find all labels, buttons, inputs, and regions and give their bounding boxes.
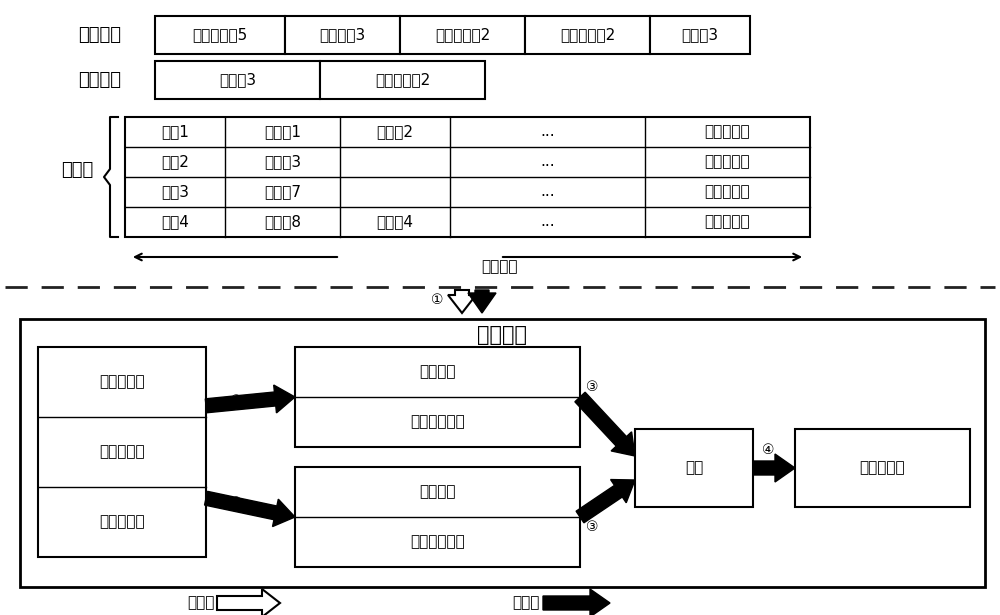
- Bar: [38, 347, 206, 557]
- Text: 入队排序: 入队排序: [419, 365, 456, 379]
- Text: 排序值3: 排序值3: [681, 28, 719, 42]
- Text: ...: ...: [540, 215, 555, 229]
- Text: ...: ...: [540, 184, 555, 199]
- Text: ②: ②: [230, 394, 242, 408]
- Text: 数据流7: 数据流7: [264, 184, 301, 199]
- Text: ③: ③: [586, 380, 598, 394]
- Text: ...: ...: [540, 124, 555, 140]
- Text: 出队缓存表: 出队缓存表: [99, 445, 145, 459]
- Text: 发送队列号: 发送队列号: [705, 215, 750, 229]
- Text: 端口4: 端口4: [161, 215, 189, 229]
- Text: 控制流: 控制流: [513, 595, 540, 611]
- Text: ②: ②: [230, 496, 242, 510]
- Text: ...: ...: [540, 154, 555, 170]
- Text: 数据流编号5: 数据流编号5: [192, 28, 248, 42]
- Text: 数据流8: 数据流8: [264, 215, 301, 229]
- Polygon shape: [753, 454, 795, 482]
- Text: 缓存编号3: 缓存编号3: [319, 28, 366, 42]
- Text: 端口3: 端口3: [161, 184, 189, 199]
- Text: 出队排序列表: 出队排序列表: [410, 534, 465, 549]
- Text: 发送队列号: 发送队列号: [705, 124, 750, 140]
- Text: ③: ③: [586, 520, 598, 534]
- Text: 更新排序表: 更新排序表: [860, 461, 905, 475]
- Polygon shape: [205, 491, 295, 526]
- Text: 发送队列号: 发送队列号: [705, 184, 750, 199]
- Polygon shape: [448, 290, 476, 313]
- Bar: [795, 429, 970, 507]
- Text: 数据流4: 数据流4: [376, 215, 414, 229]
- Bar: [400, 16, 525, 54]
- Polygon shape: [543, 589, 610, 615]
- Text: 获取排序表: 获取排序表: [99, 375, 145, 389]
- Text: ①: ①: [431, 293, 443, 307]
- Bar: [285, 16, 400, 54]
- Bar: [525, 16, 650, 54]
- Polygon shape: [468, 290, 496, 313]
- Polygon shape: [205, 385, 295, 413]
- Text: 发送队列号2: 发送队列号2: [375, 73, 430, 87]
- Text: 发送队列号: 发送队列号: [705, 154, 750, 170]
- Text: 数据流1: 数据流1: [264, 124, 301, 140]
- Polygon shape: [217, 589, 280, 615]
- Text: ④: ④: [762, 443, 774, 457]
- Bar: [320, 61, 485, 99]
- Bar: [125, 117, 810, 237]
- Text: 出队排序: 出队排序: [419, 485, 456, 499]
- Text: 流排序表: 流排序表: [482, 260, 518, 274]
- Bar: [635, 429, 753, 507]
- Text: 输出端口号2: 输出端口号2: [435, 28, 490, 42]
- Text: 输出信息: 输出信息: [78, 71, 122, 89]
- Text: 输入信息: 输入信息: [78, 26, 122, 44]
- Text: 调度模块: 调度模块: [478, 325, 528, 345]
- Text: 入队排序列表: 入队排序列表: [410, 415, 465, 429]
- Text: 仲裁: 仲裁: [685, 461, 703, 475]
- Bar: [295, 347, 580, 447]
- Polygon shape: [576, 480, 635, 523]
- Text: 数据流: 数据流: [188, 595, 215, 611]
- Bar: [155, 16, 285, 54]
- Text: 数据流3: 数据流3: [264, 154, 301, 170]
- Text: 端口1: 端口1: [161, 124, 189, 140]
- Text: 端口号3: 端口号3: [219, 73, 256, 87]
- Text: 端口2: 端口2: [161, 154, 189, 170]
- Text: 虚拟队列号2: 虚拟队列号2: [560, 28, 615, 42]
- Bar: [20, 319, 985, 587]
- Text: 调度表: 调度表: [61, 161, 93, 179]
- Polygon shape: [575, 392, 635, 456]
- Bar: [650, 16, 750, 54]
- Text: 入队缓存表: 入队缓存表: [99, 515, 145, 530]
- Text: 数据流2: 数据流2: [376, 124, 414, 140]
- Bar: [155, 61, 320, 99]
- Bar: [295, 467, 580, 567]
